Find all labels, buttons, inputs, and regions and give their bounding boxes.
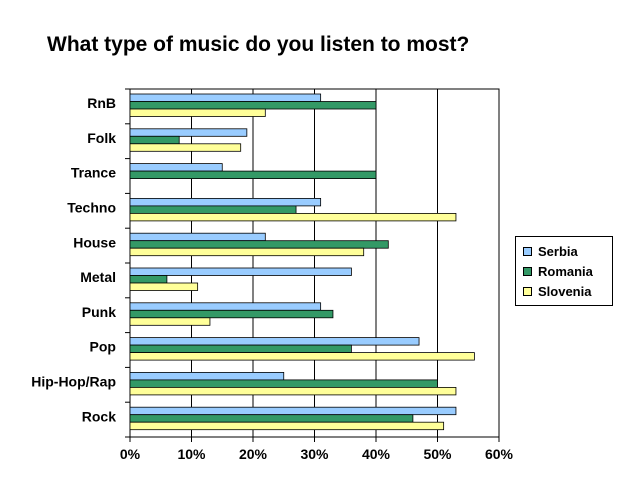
chart-title: What type of music do you listen to most… bbox=[47, 33, 470, 56]
bar-serbia bbox=[129, 371, 285, 381]
axis-labels: 0% 10% 20% 30% 40% 50% 60% RnB Folk Trance Techno H… bbox=[31, 95, 513, 462]
bar-serbia bbox=[129, 128, 248, 137]
bar-slovenia bbox=[129, 317, 211, 326]
category-label: Folk bbox=[87, 130, 116, 146]
legend-swatch bbox=[523, 286, 532, 296]
bar-slovenia bbox=[129, 212, 457, 222]
legend-label: Serbia bbox=[538, 243, 578, 259]
bar-serbia bbox=[129, 163, 223, 172]
bar-romania bbox=[129, 275, 168, 284]
bar-slovenia bbox=[129, 282, 199, 291]
category-label: House bbox=[73, 234, 116, 250]
bar-serbia bbox=[129, 232, 266, 242]
legend-swatch bbox=[523, 246, 532, 256]
bar-slovenia bbox=[129, 143, 242, 152]
bar-slovenia bbox=[129, 352, 475, 361]
bar-serbia bbox=[129, 267, 352, 276]
x-tick-label: 40% bbox=[362, 446, 391, 462]
legend-item: Slovenia bbox=[523, 281, 612, 301]
bar-serbia bbox=[129, 337, 420, 346]
bar-serbia bbox=[129, 93, 322, 102]
bar-serbia bbox=[129, 197, 322, 207]
bar-romania bbox=[129, 101, 377, 110]
bar-serbia bbox=[129, 302, 322, 311]
x-tick-label: 50% bbox=[423, 446, 452, 462]
bars bbox=[129, 93, 475, 431]
bar-romania bbox=[129, 205, 297, 214]
bar-romania bbox=[129, 414, 414, 423]
category-label: Rock bbox=[82, 408, 116, 424]
legend-label: Romania bbox=[538, 263, 593, 279]
category-label: Trance bbox=[71, 165, 116, 181]
x-tick-label: 10% bbox=[177, 446, 206, 462]
bar-slovenia bbox=[129, 421, 445, 431]
category-label: Hip-Hop/Rap bbox=[31, 374, 116, 390]
x-tick-label: 60% bbox=[485, 446, 514, 462]
bar-romania bbox=[129, 135, 180, 145]
x-tick-label: 20% bbox=[239, 446, 268, 462]
bar-romania bbox=[129, 344, 352, 354]
x-tick-label: 30% bbox=[300, 446, 329, 462]
category-label: RnB bbox=[87, 95, 116, 111]
bar-romania bbox=[129, 379, 438, 388]
category-label: Punk bbox=[82, 304, 116, 320]
bar-serbia bbox=[129, 406, 457, 416]
category-label: Pop bbox=[90, 339, 116, 355]
category-label: Metal bbox=[80, 269, 116, 285]
legend: Serbia Romania Slovenia bbox=[515, 236, 613, 306]
bar-slovenia bbox=[129, 386, 457, 396]
bar-slovenia bbox=[129, 247, 365, 257]
axes bbox=[125, 88, 500, 442]
legend-label: Slovenia bbox=[538, 283, 592, 299]
bar-romania bbox=[129, 309, 334, 319]
category-label: Techno bbox=[67, 200, 116, 216]
legend-swatch bbox=[523, 266, 532, 276]
bar-slovenia bbox=[129, 108, 266, 117]
bar-romania bbox=[129, 240, 389, 249]
bar-romania bbox=[129, 170, 377, 180]
legend-item: Romania bbox=[523, 261, 612, 281]
legend-item: Serbia bbox=[523, 241, 612, 261]
x-tick-label: 0% bbox=[120, 446, 141, 462]
